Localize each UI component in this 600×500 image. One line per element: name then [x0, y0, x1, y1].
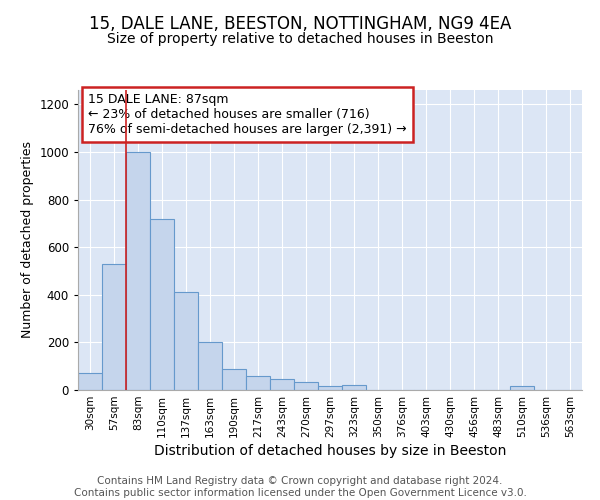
Bar	[102, 264, 126, 390]
Bar	[222, 368, 246, 390]
Text: Size of property relative to detached houses in Beeston: Size of property relative to detached ho…	[107, 32, 493, 46]
Bar	[510, 386, 534, 390]
Bar	[78, 374, 102, 390]
Bar	[198, 342, 222, 390]
Bar	[318, 386, 342, 390]
Bar	[246, 376, 270, 390]
Bar	[270, 380, 294, 390]
Text: 15 DALE LANE: 87sqm
← 23% of detached houses are smaller (716)
76% of semi-detac: 15 DALE LANE: 87sqm ← 23% of detached ho…	[88, 93, 407, 136]
Bar	[174, 292, 198, 390]
X-axis label: Distribution of detached houses by size in Beeston: Distribution of detached houses by size …	[154, 444, 506, 458]
Y-axis label: Number of detached properties: Number of detached properties	[20, 142, 34, 338]
Bar	[150, 218, 174, 390]
Bar	[126, 152, 150, 390]
Bar	[342, 385, 366, 390]
Text: 15, DALE LANE, BEESTON, NOTTINGHAM, NG9 4EA: 15, DALE LANE, BEESTON, NOTTINGHAM, NG9 …	[89, 15, 511, 33]
Text: Contains HM Land Registry data © Crown copyright and database right 2024.
Contai: Contains HM Land Registry data © Crown c…	[74, 476, 526, 498]
Bar	[294, 382, 318, 390]
